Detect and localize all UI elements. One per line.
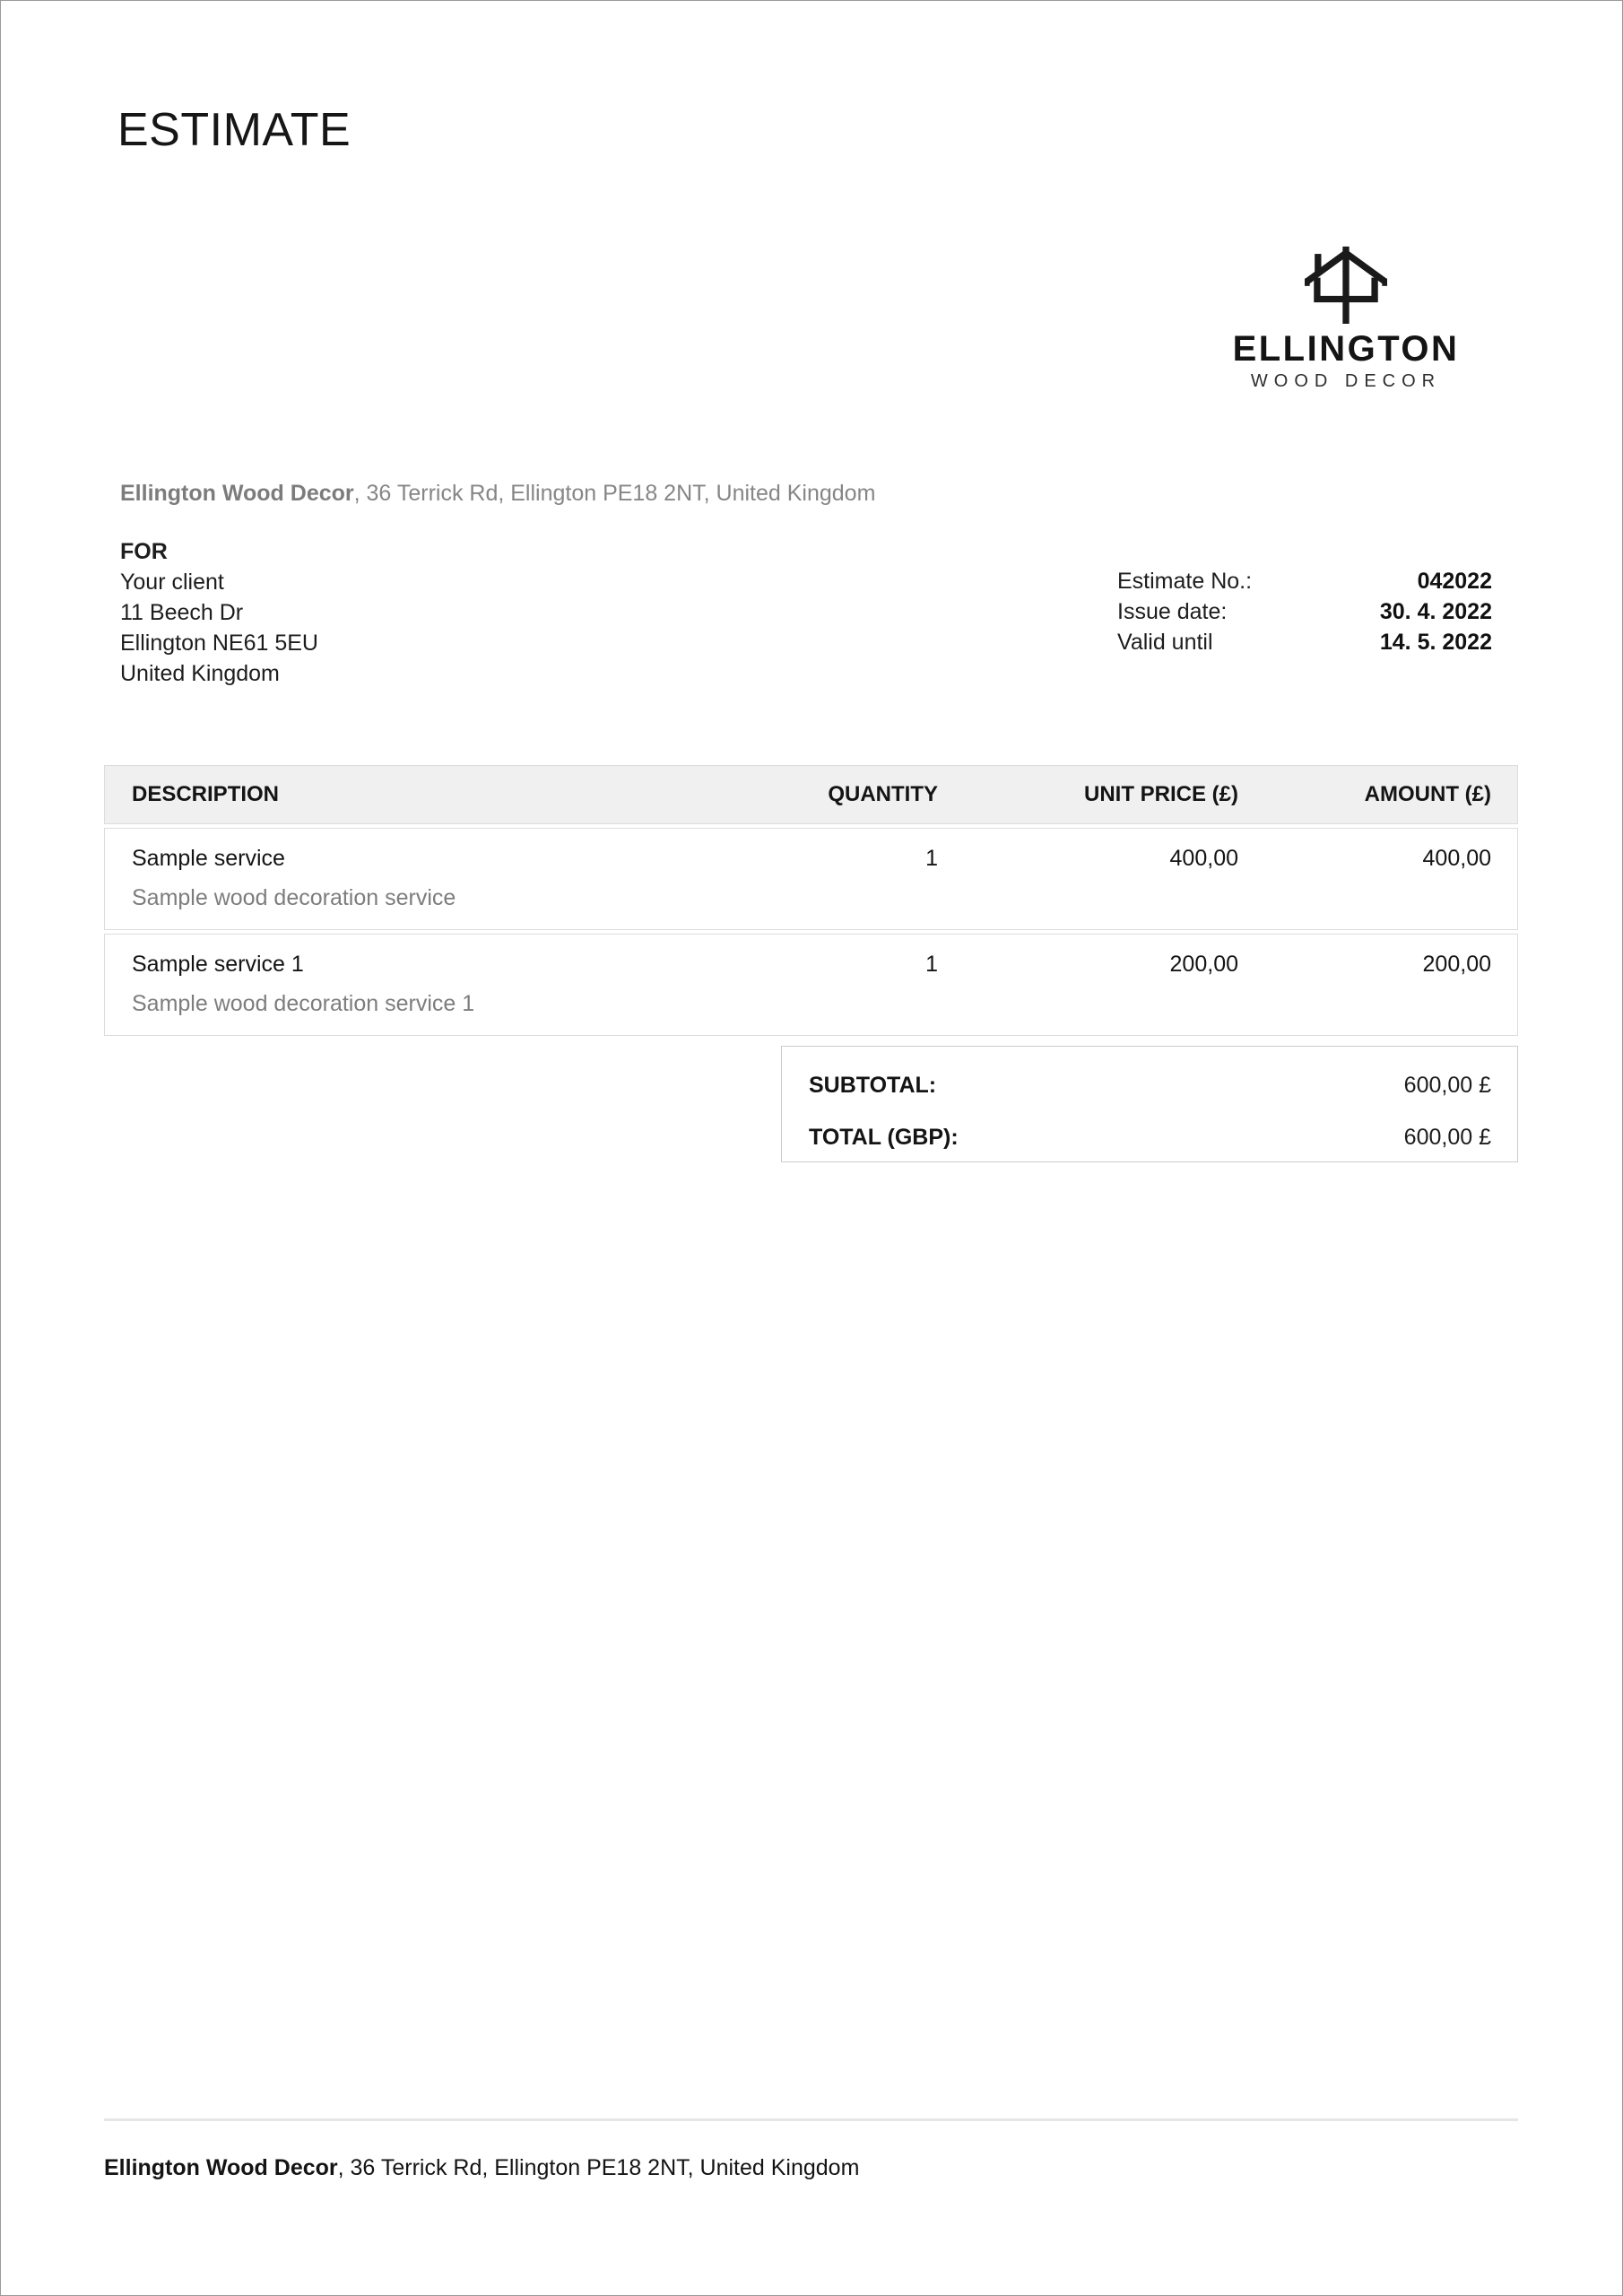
meta-label: Estimate No.: bbox=[1117, 569, 1253, 594]
footer-company-name: Ellington Wood Decor bbox=[104, 2155, 338, 2180]
meta-row-estimate-no: Estimate No.: 042022 bbox=[1117, 566, 1492, 596]
total-row: TOTAL (GBP): 600,00 £ bbox=[809, 1124, 1491, 1151]
header-quantity: QUANTITY bbox=[828, 782, 938, 806]
item-main-line: Sample service 1 400,00 400,00 bbox=[105, 845, 1517, 872]
item-name: Sample service bbox=[132, 846, 285, 871]
table-header-row: DESCRIPTION QUANTITY UNIT PRICE (£) AMOU… bbox=[104, 765, 1518, 824]
header-description: DESCRIPTION bbox=[132, 782, 280, 806]
item-name: Sample service 1 bbox=[132, 952, 304, 977]
page-title: ESTIMATE bbox=[117, 104, 352, 156]
header-unit-price: UNIT PRICE (£) bbox=[1083, 782, 1238, 806]
item-description: Sample wood decoration service bbox=[132, 885, 456, 910]
client-line: 11 Beech Dr bbox=[120, 600, 244, 625]
client-heading: FOR bbox=[120, 539, 168, 564]
house-with-mast-icon bbox=[1305, 246, 1387, 324]
header-amount: AMOUNT (£) bbox=[1364, 782, 1491, 806]
meta-value: 30. 4. 2022 bbox=[1379, 599, 1492, 624]
subtotal-value: 600,00 £ bbox=[1403, 1073, 1491, 1098]
footer-address-rest: , 36 Terrick Rd, Ellington PE18 2NT, Uni… bbox=[337, 2155, 860, 2180]
logo-tagline-text: WOOD DECOR bbox=[1250, 371, 1442, 391]
item-main-line: Sample service 1 1 200,00 200,00 bbox=[105, 951, 1517, 978]
meta-row-valid-until: Valid until 14. 5. 2022 bbox=[1117, 627, 1492, 657]
item-amount: 200,00 bbox=[1422, 952, 1491, 977]
company-address-line: Ellington Wood Decor, 36 Terrick Rd, Ell… bbox=[120, 480, 875, 507]
total-label: TOTAL (GBP): bbox=[809, 1125, 959, 1150]
client-line: United Kingdom bbox=[120, 661, 280, 686]
item-quantity: 1 bbox=[925, 846, 938, 871]
logo-brand-text: ELLINGTON bbox=[1232, 329, 1460, 369]
meta-label: Valid until bbox=[1117, 630, 1213, 655]
meta-value: 14. 5. 2022 bbox=[1379, 630, 1492, 655]
item-description: Sample wood decoration service 1 bbox=[132, 991, 475, 1016]
meta-label: Issue date: bbox=[1117, 599, 1228, 624]
item-unit-price: 400,00 bbox=[1169, 846, 1238, 871]
footer-address-line: Ellington Wood Decor, 36 Terrick Rd, Ell… bbox=[104, 2154, 859, 2181]
footer-divider bbox=[104, 2118, 1518, 2121]
subtotal-row: SUBTOTAL: 600,00 £ bbox=[809, 1072, 1491, 1099]
meta-value: 042022 bbox=[1417, 569, 1492, 594]
company-logo: ELLINGTON WOOD DECOR bbox=[1202, 245, 1489, 390]
client-block: FOR Your client 11 Beech Dr Ellington NE… bbox=[120, 536, 318, 689]
estimate-meta-block: Estimate No.: 042022 Issue date: 30. 4. … bbox=[1117, 566, 1492, 657]
client-line: Ellington NE61 5EU bbox=[120, 631, 318, 656]
line-items-table: DESCRIPTION QUANTITY UNIT PRICE (£) AMOU… bbox=[104, 765, 1518, 1036]
total-value: 600,00 £ bbox=[1403, 1125, 1491, 1150]
company-name: Ellington Wood Decor bbox=[120, 481, 354, 506]
company-address-rest: , 36 Terrick Rd, Ellington PE18 2NT, Uni… bbox=[353, 481, 876, 506]
item-unit-price: 200,00 bbox=[1169, 952, 1238, 977]
client-line: Your client bbox=[120, 570, 224, 595]
table-row: Sample service 1 400,00 400,00 Sample wo… bbox=[104, 828, 1518, 930]
subtotal-label: SUBTOTAL: bbox=[809, 1073, 937, 1098]
item-amount: 400,00 bbox=[1422, 846, 1491, 871]
item-quantity: 1 bbox=[925, 952, 938, 977]
meta-row-issue-date: Issue date: 30. 4. 2022 bbox=[1117, 596, 1492, 627]
table-row: Sample service 1 1 200,00 200,00 Sample … bbox=[104, 934, 1518, 1036]
totals-box: SUBTOTAL: 600,00 £ TOTAL (GBP): 600,00 £ bbox=[781, 1046, 1518, 1162]
